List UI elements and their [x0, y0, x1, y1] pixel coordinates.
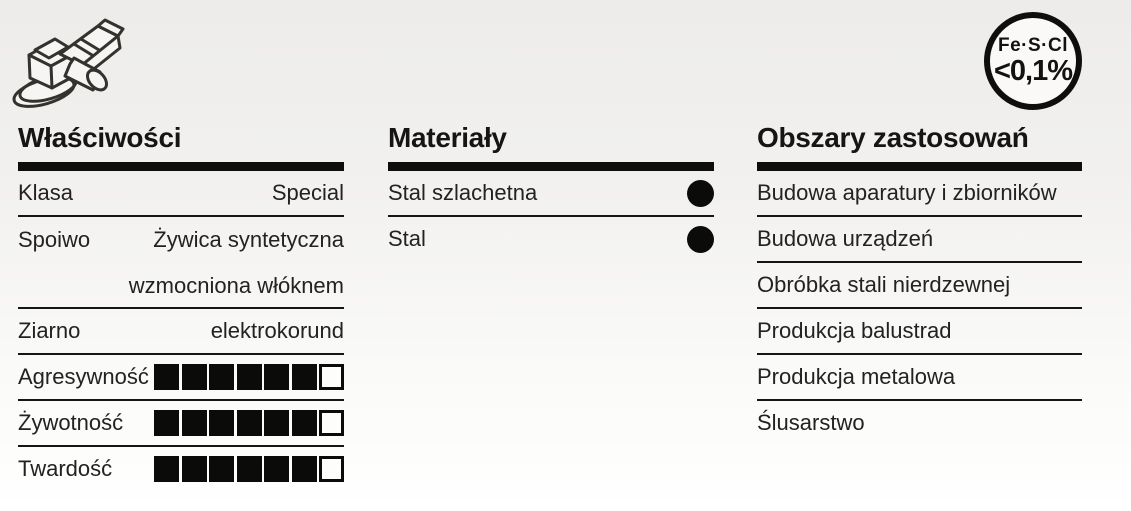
- property-row-spoiwo: Spoiwo Żywica syntetyczna wzmocniona włó…: [18, 217, 344, 309]
- property-value: elektrokorund: [210, 318, 344, 343]
- rating-square-filled: [236, 456, 262, 482]
- rating-square-filled: [181, 364, 207, 390]
- header-rule: [18, 162, 344, 171]
- application-row: Ślusarstwo: [757, 401, 1082, 445]
- materials-title: Materiały: [388, 122, 507, 153]
- application-label: Budowa aparatury i zbiorników: [757, 180, 1057, 205]
- fe-s-cl-badge: Fe·S·Cl <0,1%: [984, 12, 1082, 110]
- property-label: Żywotność: [18, 410, 124, 435]
- rating-square-filled: [154, 364, 179, 390]
- application-label: Obróbka stali nierdzewnej: [757, 272, 1011, 297]
- rating-twardosc: [154, 456, 344, 482]
- application-label: Produkcja balustrad: [757, 318, 952, 343]
- rating-square-empty: [319, 364, 344, 390]
- application-row: Obróbka stali nierdzewnej: [757, 263, 1082, 309]
- applications-title: Obszary zastosowań: [757, 122, 1029, 153]
- header-rule: [757, 162, 1082, 171]
- materials-column: Materiały Stal szlachetna Stal: [388, 122, 714, 261]
- rating-square-filled: [209, 456, 234, 482]
- filled-dot-icon: [687, 179, 714, 207]
- rating-square-filled: [291, 410, 317, 436]
- rating-square-filled: [264, 456, 289, 482]
- properties-column: Właściwości Klasa Special Spoiwo Żywica …: [18, 122, 344, 491]
- property-value-line: wzmocniona włóknem: [128, 273, 344, 298]
- material-row-stal: Stal: [388, 217, 714, 261]
- filled-dot-icon: [687, 225, 714, 253]
- application-label: Produkcja metalowa: [757, 364, 956, 389]
- property-label: Agresywność: [18, 364, 149, 389]
- rating-square-filled: [154, 456, 179, 482]
- rating-square-filled: [236, 410, 262, 436]
- property-row-ziarno: Ziarno elektrokorund: [18, 309, 344, 355]
- header-rule: [388, 162, 714, 171]
- rating-square-filled: [264, 364, 289, 390]
- angle-grinder-icon: [8, 6, 156, 116]
- rating-square-filled: [181, 456, 207, 482]
- property-value: Special: [271, 180, 344, 205]
- property-row-twardosc: Twardość: [18, 447, 344, 491]
- rating-square-filled: [291, 456, 317, 482]
- rating-square-filled: [209, 364, 234, 390]
- rating-square-filled: [209, 410, 234, 436]
- badge-percentage-text: <0,1%: [993, 55, 1073, 87]
- rating-square-empty: [319, 456, 344, 482]
- angle-grinder-drawing: [12, 18, 125, 108]
- application-row: Budowa aparatury i zbiorników: [757, 171, 1082, 217]
- application-row: Budowa urządzeń: [757, 217, 1082, 263]
- property-row-klasa: Klasa Special: [18, 171, 344, 217]
- material-row-stal-szlachetna: Stal szlachetna: [388, 171, 714, 217]
- rating-zywotnosc: [154, 410, 344, 436]
- property-value-line: Żywica syntetyczna: [153, 227, 344, 252]
- property-label: Spoiwo: [18, 227, 91, 252]
- rating-square-filled: [264, 410, 289, 436]
- rating-square-filled: [236, 364, 262, 390]
- rating-agresywnosc: [154, 364, 344, 390]
- rating-square-empty: [319, 410, 344, 436]
- application-label: Budowa urządzeń: [757, 226, 934, 251]
- rating-square-filled: [154, 410, 179, 436]
- application-label: Ślusarstwo: [757, 410, 865, 435]
- rating-square-filled: [181, 410, 207, 436]
- property-label: Twardość: [18, 456, 113, 481]
- material-label: Stal: [388, 226, 426, 251]
- application-row: Produkcja balustrad: [757, 309, 1082, 355]
- properties-title: Właściwości: [18, 122, 182, 153]
- property-row-zywotnosc: Żywotność: [18, 401, 344, 447]
- badge-elements-text: Fe·S·Cl: [998, 35, 1068, 56]
- property-row-agresywnosc: Agresywność: [18, 355, 344, 401]
- material-label: Stal szlachetna: [388, 180, 538, 205]
- property-value: Żywica syntetyczna wzmocniona włóknem: [129, 217, 344, 309]
- rating-square-filled: [291, 364, 317, 390]
- applications-column: Obszary zastosowań Budowa aparatury i zb…: [757, 122, 1082, 445]
- property-label: Klasa: [18, 180, 74, 205]
- property-label: Ziarno: [18, 318, 81, 343]
- application-row: Produkcja metalowa: [757, 355, 1082, 401]
